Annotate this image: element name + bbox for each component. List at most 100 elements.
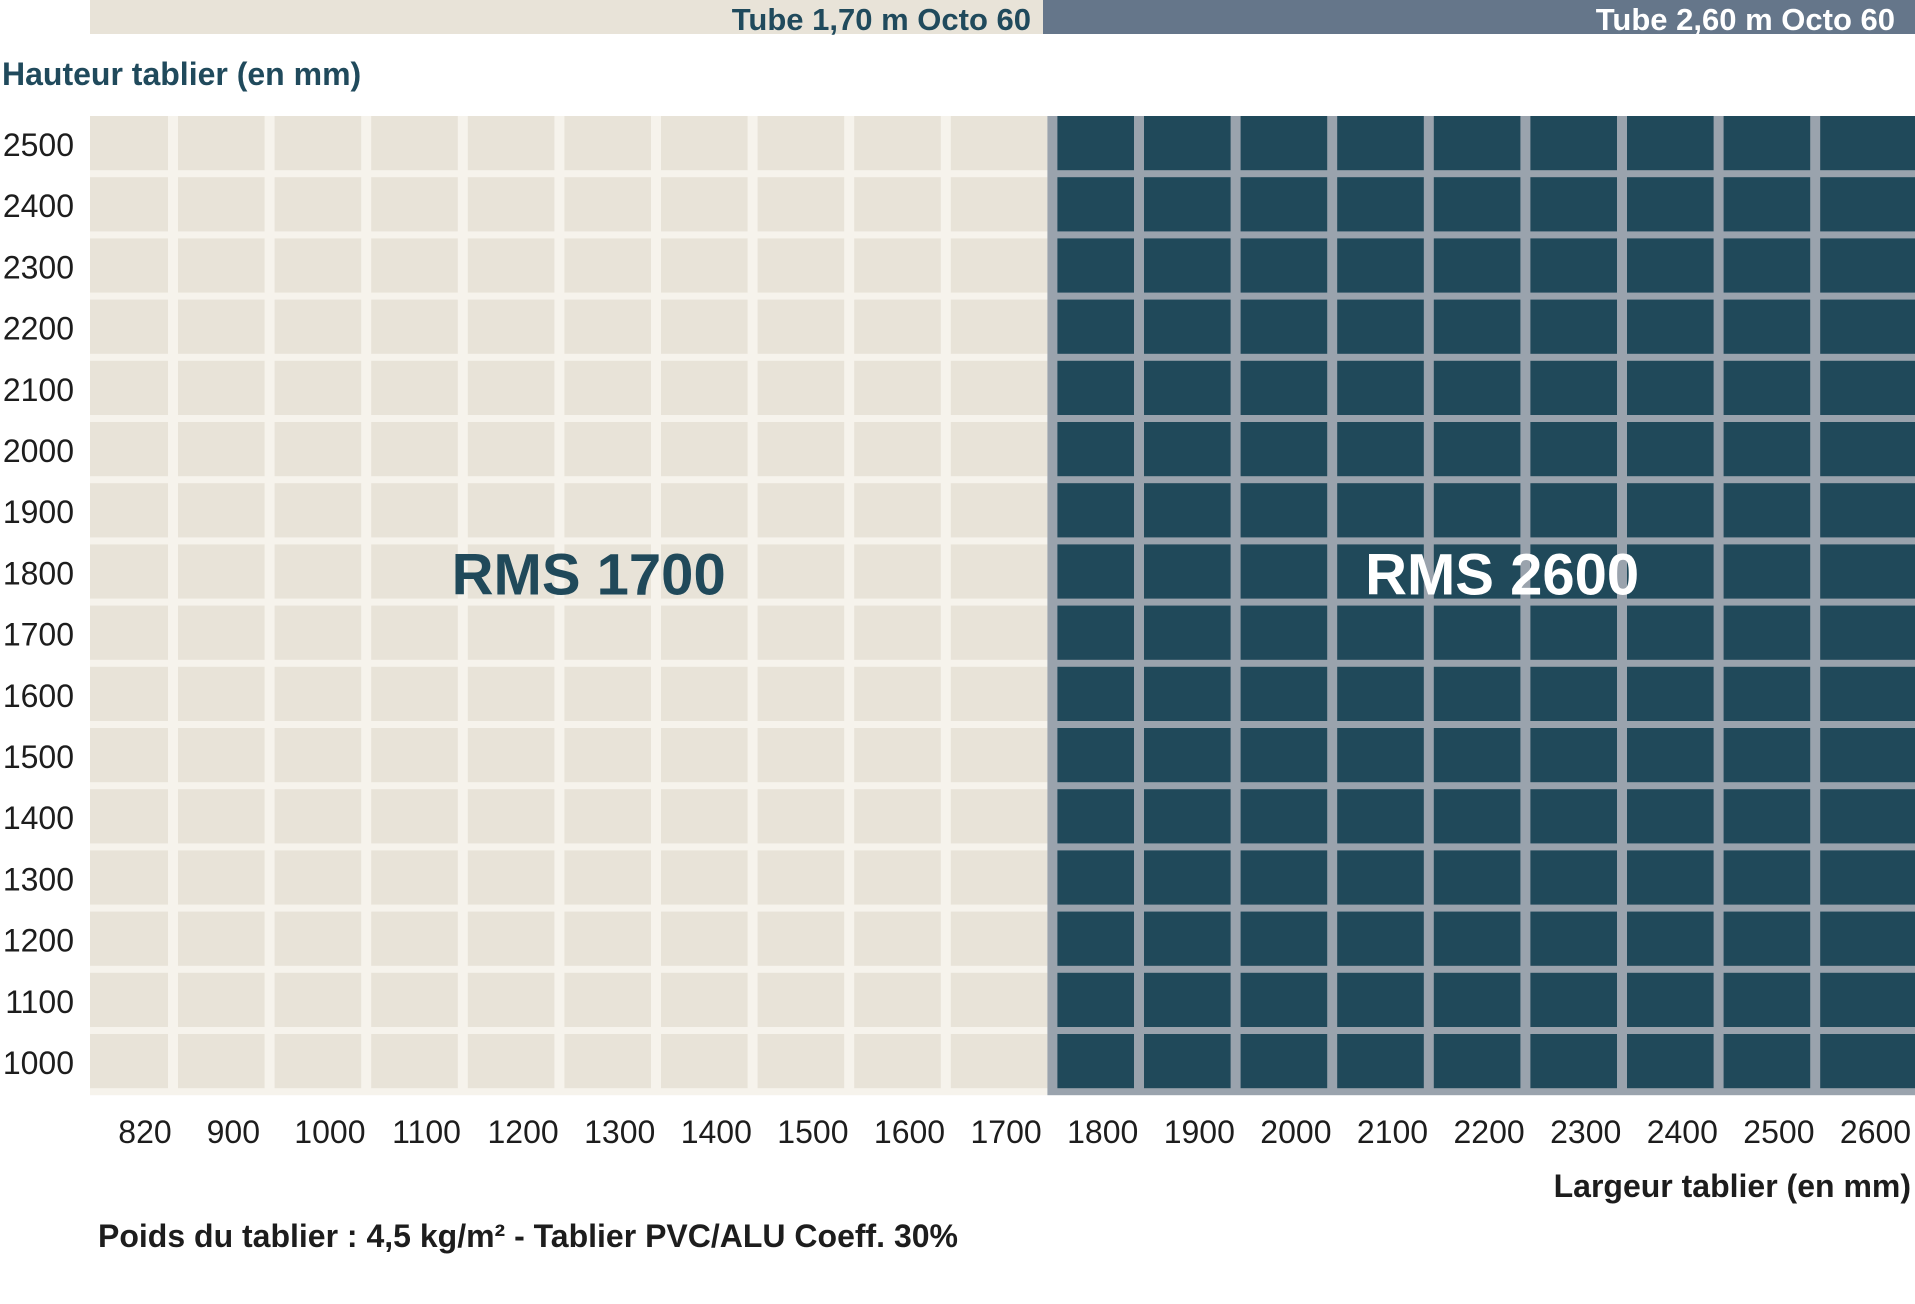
grid-cell (661, 1034, 748, 1089)
grid-cell (1057, 911, 1134, 966)
grid-cell (1530, 238, 1617, 293)
grid-cell (178, 605, 265, 660)
grid-cell (564, 422, 651, 477)
grid-cell (1144, 972, 1231, 1027)
grid-cell (661, 177, 748, 232)
grid-cell (661, 972, 748, 1027)
grid-cell (1723, 1034, 1811, 1089)
grid-cell (1627, 360, 1714, 415)
grid-cell (950, 360, 1048, 415)
grid-cell (1240, 850, 1328, 905)
grid-cell (564, 972, 651, 1027)
grid-cell (1337, 1034, 1424, 1089)
grid-cell (371, 1034, 458, 1089)
grid-cell (1337, 177, 1424, 232)
y-tick-label: 1300 (3, 861, 74, 897)
grid-cell (1144, 422, 1231, 477)
grid-cell (757, 177, 845, 232)
grid-cell (854, 483, 941, 538)
grid-cell (661, 422, 748, 477)
grid-cell (371, 605, 458, 660)
grid-cell (757, 972, 845, 1027)
grid-cell (467, 177, 555, 232)
grid-cell (467, 850, 555, 905)
grid-cell (757, 911, 845, 966)
grid-cell (371, 422, 458, 477)
grid-cell (564, 911, 651, 966)
grid-cell (1433, 972, 1521, 1027)
grid-cell (1144, 666, 1231, 721)
region-label: RMS 2600 (1365, 542, 1639, 607)
grid-cell (1530, 789, 1617, 844)
grid-cell (178, 972, 265, 1027)
grid-cell (1433, 728, 1521, 783)
grid-cell (1144, 177, 1231, 232)
grid-cell (90, 1034, 168, 1089)
x-tick-label: 1500 (777, 1114, 848, 1150)
grid-cell (661, 238, 748, 293)
grid-cell (1057, 789, 1134, 844)
grid-cell (661, 360, 748, 415)
x-tick-label: 2400 (1647, 1114, 1718, 1150)
grid-cell (371, 299, 458, 354)
y-tick-label: 1600 (3, 678, 74, 714)
grid-cell (661, 911, 748, 966)
grid-cell (1144, 116, 1231, 171)
y-tick-label: 1400 (3, 800, 74, 836)
grid-cell (1337, 728, 1424, 783)
band-label-tube-170: Tube 1,70 m Octo 60 (731, 2, 1031, 37)
grid-cell (90, 850, 168, 905)
grid-cell (1820, 360, 1915, 415)
grid-cell (1337, 238, 1424, 293)
y-tick-label: 1000 (3, 1045, 74, 1081)
grid-cell (1240, 1034, 1328, 1089)
y-tick-label: 2200 (3, 311, 74, 347)
grid-cell (854, 605, 941, 660)
grid-cell (178, 116, 265, 171)
grid-cell (1820, 116, 1915, 171)
x-tick-label: 900 (207, 1114, 260, 1150)
x-tick-label: 2200 (1454, 1114, 1525, 1150)
grid-cell (564, 299, 651, 354)
grid-cell (564, 116, 651, 171)
grid-cell (274, 177, 362, 232)
grid-cell (661, 299, 748, 354)
grid-cell (371, 116, 458, 171)
grid-cell (1723, 605, 1811, 660)
grid-cell (467, 728, 555, 783)
grid-cell (1057, 1034, 1134, 1089)
grid-cell (1337, 360, 1424, 415)
grid-cell (1530, 666, 1617, 721)
grid-cell (1530, 1034, 1617, 1089)
grid-cell (1820, 422, 1915, 477)
grid-cell (1723, 177, 1811, 232)
grid-cell (1057, 483, 1134, 538)
grid-cell (371, 544, 458, 599)
grid-cell (1240, 177, 1328, 232)
grid-cell (1627, 972, 1714, 1027)
grid-cell (950, 789, 1048, 844)
x-tick-label: 1900 (1164, 1114, 1235, 1150)
grid-cell (1337, 605, 1424, 660)
grid-cell (1057, 238, 1134, 293)
grid-cell (90, 422, 168, 477)
y-tick-label: 1500 (3, 739, 74, 775)
grid-cell (1723, 238, 1811, 293)
grid-cell (90, 728, 168, 783)
grid-cell (1240, 544, 1328, 599)
grid-cell (1240, 789, 1328, 844)
grid-cell (950, 666, 1048, 721)
grid-cell (757, 666, 845, 721)
footer-note: Poids du tablier : 4,5 kg/m² - Tablier P… (98, 1218, 958, 1254)
header-band-tube-260: Tube 2,60 m Octo 60 (1043, 0, 1915, 37)
grid-cell (950, 728, 1048, 783)
grid-cell (950, 1034, 1048, 1089)
grid-cell (1530, 116, 1617, 171)
grid-cell (371, 850, 458, 905)
grid-cell (1433, 299, 1521, 354)
grid-cell (1820, 728, 1915, 783)
grid-cell (1820, 299, 1915, 354)
grid-cell (757, 850, 845, 905)
grid-cell (90, 666, 168, 721)
grid-cell (661, 850, 748, 905)
